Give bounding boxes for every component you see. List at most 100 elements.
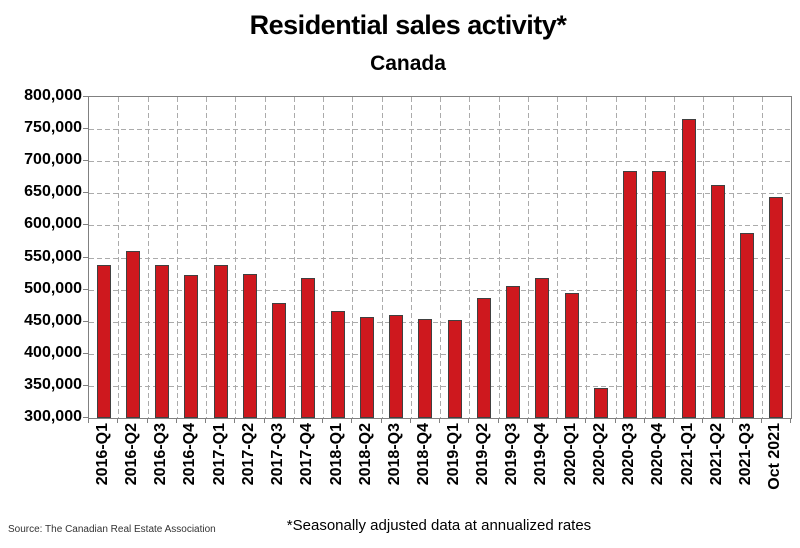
- x-axis-label: 2018-Q4: [410, 423, 439, 485]
- y-axis-label: 400,000: [24, 343, 82, 361]
- x-axis-label: 2018-Q2: [351, 423, 380, 485]
- x-axis-label: 2016-Q4: [176, 423, 205, 485]
- bar-2016-Q4: [184, 274, 199, 418]
- bar-2016-Q2: [125, 251, 140, 418]
- y-axis-label: 800,000: [24, 87, 82, 104]
- y-axis-tick: [83, 224, 88, 226]
- bar-2020-Q3: [623, 170, 638, 418]
- x-axis-tick: [117, 418, 119, 423]
- gridline-vertical: [469, 97, 471, 418]
- x-axis-tick: [643, 418, 645, 423]
- y-axis-label: 450,000: [24, 311, 82, 329]
- bar-2021-Q2: [710, 184, 725, 418]
- x-axis-label-text: 2018-Q1: [327, 423, 345, 486]
- gridline-vertical: [615, 97, 617, 418]
- x-axis-label-text: 2020-Q3: [620, 423, 638, 486]
- x-axis-label-text: 2019-Q2: [473, 423, 491, 486]
- gridline-vertical: [235, 97, 237, 418]
- gridline-vertical: [674, 97, 675, 418]
- chart-subtitle: Canada: [370, 52, 446, 75]
- x-axis-label: 2019-Q1: [439, 423, 468, 485]
- x-axis-label: 2020-Q3: [615, 423, 644, 485]
- bar-2017-Q3: [272, 303, 287, 418]
- x-axis-tick: [234, 418, 236, 423]
- x-axis-tick: [439, 418, 440, 423]
- x-axis-tick: [673, 418, 674, 423]
- x-axis-label: 2017-Q4: [293, 423, 322, 485]
- gridline-vertical: [176, 97, 178, 418]
- bar-2019-Q2: [476, 297, 491, 418]
- x-axis-label: 2016-Q2: [117, 423, 146, 485]
- x-axis-label-text: 2017-Q3: [269, 423, 287, 486]
- gridline-vertical: [206, 97, 207, 418]
- bar-2018-Q3: [389, 314, 404, 418]
- x-axis-tick: [614, 418, 616, 423]
- gridline-vertical: [440, 97, 441, 418]
- x-axis-tick: [409, 418, 411, 423]
- y-axis-tick: [83, 320, 88, 322]
- x-axis-label-text: 2016-Q3: [152, 423, 170, 486]
- x-axis-label: 2017-Q2: [234, 423, 263, 485]
- y-axis-tick: [83, 128, 88, 130]
- gridline-vertical: [352, 97, 354, 418]
- x-axis-label-text: 2019-Q4: [532, 423, 550, 486]
- x-axis-tick: [292, 418, 294, 423]
- gridline-vertical: [498, 97, 500, 418]
- x-axis-label: 2020-Q2: [585, 423, 614, 485]
- gridline-vertical: [118, 97, 120, 418]
- gridline-vertical: [264, 97, 266, 418]
- gridline-vertical: [644, 97, 646, 418]
- y-axis-tick: [83, 288, 88, 290]
- bar-2020-Q2: [593, 387, 608, 418]
- chart-title: Residential sales activity*: [249, 10, 567, 40]
- y-axis-label: 350,000: [24, 375, 82, 393]
- gridline-vertical: [586, 97, 588, 418]
- gridline-vertical: [293, 97, 295, 418]
- bar-2019-Q1: [447, 320, 462, 418]
- x-axis-label-text: 2020-Q4: [649, 423, 667, 486]
- bar-2017-Q4: [301, 278, 316, 418]
- bar-2017-Q2: [242, 274, 257, 418]
- gridline-vertical: [147, 97, 149, 418]
- x-axis-label: 2016-Q3: [147, 423, 176, 485]
- y-axis-tick: [83, 352, 88, 354]
- x-axis-label-text: 2017-Q1: [210, 423, 228, 486]
- x-axis-label: 2017-Q1: [205, 423, 234, 485]
- bar-2020-Q4: [652, 171, 667, 418]
- x-axis-label-text: 2021-Q1: [678, 423, 696, 486]
- x-axis-tick: [380, 418, 382, 423]
- y-axis-tick: [83, 256, 88, 258]
- y-axis-tick: [83, 417, 88, 418]
- bar-2016-Q1: [96, 265, 111, 418]
- x-axis-label-text: 2020-Q2: [590, 423, 608, 486]
- x-axis-label-text: 2020-Q1: [561, 423, 579, 486]
- bar-2021-Q3: [740, 233, 755, 418]
- bar-2020-Q1: [564, 293, 579, 418]
- x-axis-label: 2020-Q4: [644, 423, 673, 485]
- x-axis-tick: [322, 418, 323, 423]
- x-axis-label-text: 2019-Q1: [444, 423, 462, 486]
- x-axis-tick: [351, 418, 353, 423]
- bar-2021-Q1: [681, 119, 696, 418]
- bar-2017-Q1: [213, 265, 228, 418]
- footnote: *Seasonally adjusted data at annualized …: [286, 517, 592, 534]
- bar-2018-Q4: [418, 319, 433, 418]
- y-axis-tick: [83, 160, 88, 162]
- x-axis-tick: [175, 418, 177, 423]
- gridline-vertical: [761, 97, 763, 418]
- x-axis-label-text: 2018-Q2: [356, 423, 374, 486]
- x-axis-tick: [526, 418, 528, 423]
- x-axis-label: 2017-Q3: [264, 423, 293, 485]
- x-axis-label: Oct 2021: [761, 423, 790, 490]
- gridline-vertical: [323, 97, 324, 418]
- x-axis-tick: [556, 418, 557, 423]
- x-axis-tick: [205, 418, 206, 423]
- x-axis-label: 2019-Q4: [527, 423, 556, 485]
- x-axis-tick: [146, 418, 148, 423]
- x-axis-label: 2018-Q3: [381, 423, 410, 485]
- x-axis-label: 2016-Q1: [88, 423, 117, 485]
- gridline-vertical: [557, 97, 558, 418]
- x-axis-label-text: 2016-Q4: [181, 423, 199, 486]
- x-axis-label-text: 2021-Q3: [737, 423, 755, 486]
